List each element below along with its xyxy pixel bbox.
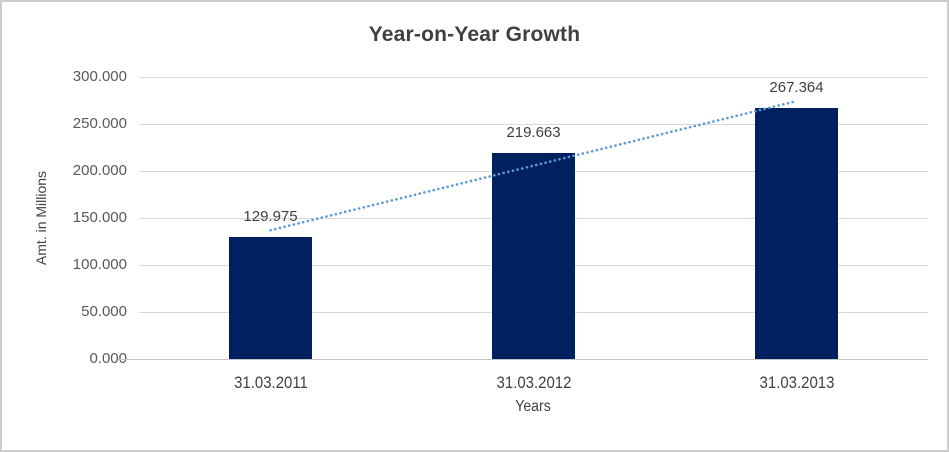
x-axis-line (118, 358, 928, 360)
y-tick-label: 150.000 (72, 209, 127, 226)
y-tick-label: 100.000 (72, 256, 127, 273)
trendline (269, 99, 798, 232)
bar-31.03.2011 (229, 236, 312, 359)
chart-title: Year-on-Year Growth (368, 23, 581, 46)
data-label: 267.364 (769, 78, 824, 96)
gridline (139, 123, 928, 125)
bar-31.03.2012 (492, 152, 575, 359)
y-tick-label: 200.000 (72, 162, 127, 179)
data-label: 219.663 (506, 123, 561, 141)
x-tick-label: 31.03.2011 (233, 373, 308, 392)
data-label: 129.975 (243, 207, 298, 225)
x-axis-title: Years (515, 398, 551, 415)
x-tick-label: 31.03.2012 (496, 373, 571, 392)
x-tick-label: 31.03.2013 (759, 373, 834, 392)
y-tick-label: 300.000 (72, 68, 127, 85)
gridline (139, 76, 928, 78)
y-tick-label: 0.000 (89, 350, 127, 367)
bar-31.03.2013 (755, 107, 838, 359)
y-tick-label: 250.000 (72, 115, 127, 132)
y-axis-tick-labels: 0.000 50.000 100.000 150.000 200.000 250.000 3… (2, 68, 127, 367)
y-tick-label: 50.000 (81, 303, 127, 320)
plot-area: 129.975 219.663 267.364 (118, 76, 928, 360)
